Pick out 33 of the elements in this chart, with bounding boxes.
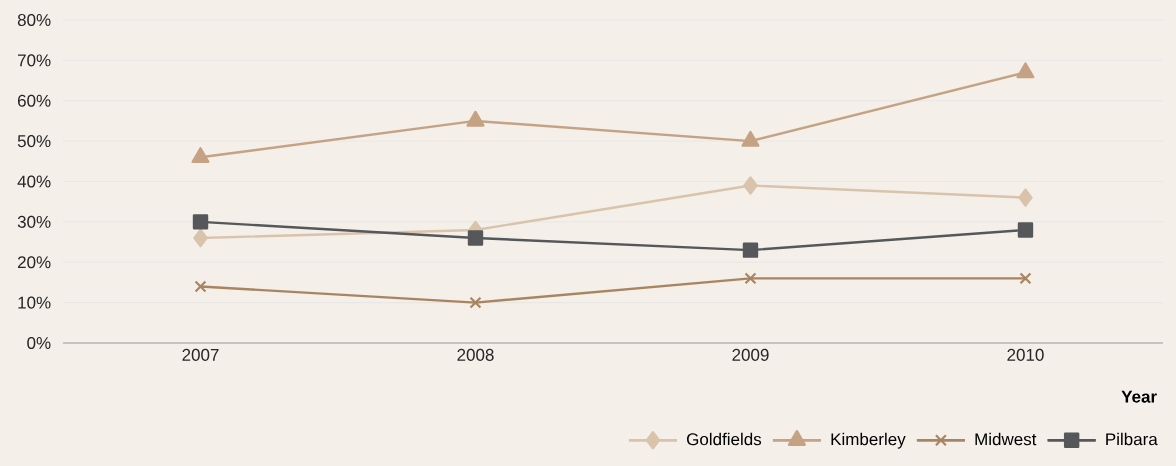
point [193,228,208,248]
y-tick-label: 10% [18,296,51,309]
point [1017,222,1034,238]
point [743,176,758,195]
x-tick-label: 2010 [1007,348,1044,361]
y-tick-label: 40% [17,175,51,188]
point [742,242,759,258]
point [469,296,482,309]
x-axis-title: Year [1121,390,1157,403]
point [467,230,484,246]
point [466,110,485,127]
x-tick-label: 2009 [732,348,769,361]
x-tick-label: 2008 [457,348,494,361]
y-tick-label: 80% [17,13,51,27]
point [191,147,210,163]
point [741,130,760,147]
point [1016,62,1035,79]
point [194,280,207,293]
y-tick-label: 20% [17,256,51,269]
legend-label: Kimberley [831,432,906,449]
y-tick-label: 60% [17,94,51,107]
point [1019,272,1032,285]
x-tick-label: 2007 [182,348,219,361]
y-tick-label: 50% [17,135,51,148]
y-tick-label: 30% [17,215,51,228]
y-tick-label: 0% [27,336,51,350]
y-tick-label: 70% [18,54,51,67]
legend-label: Goldfields [687,432,762,446]
point [744,272,757,285]
point [192,214,209,230]
point [1018,188,1033,207]
legend-label: Pilbara [1106,432,1158,446]
legend-label: Midwest [975,432,1037,446]
